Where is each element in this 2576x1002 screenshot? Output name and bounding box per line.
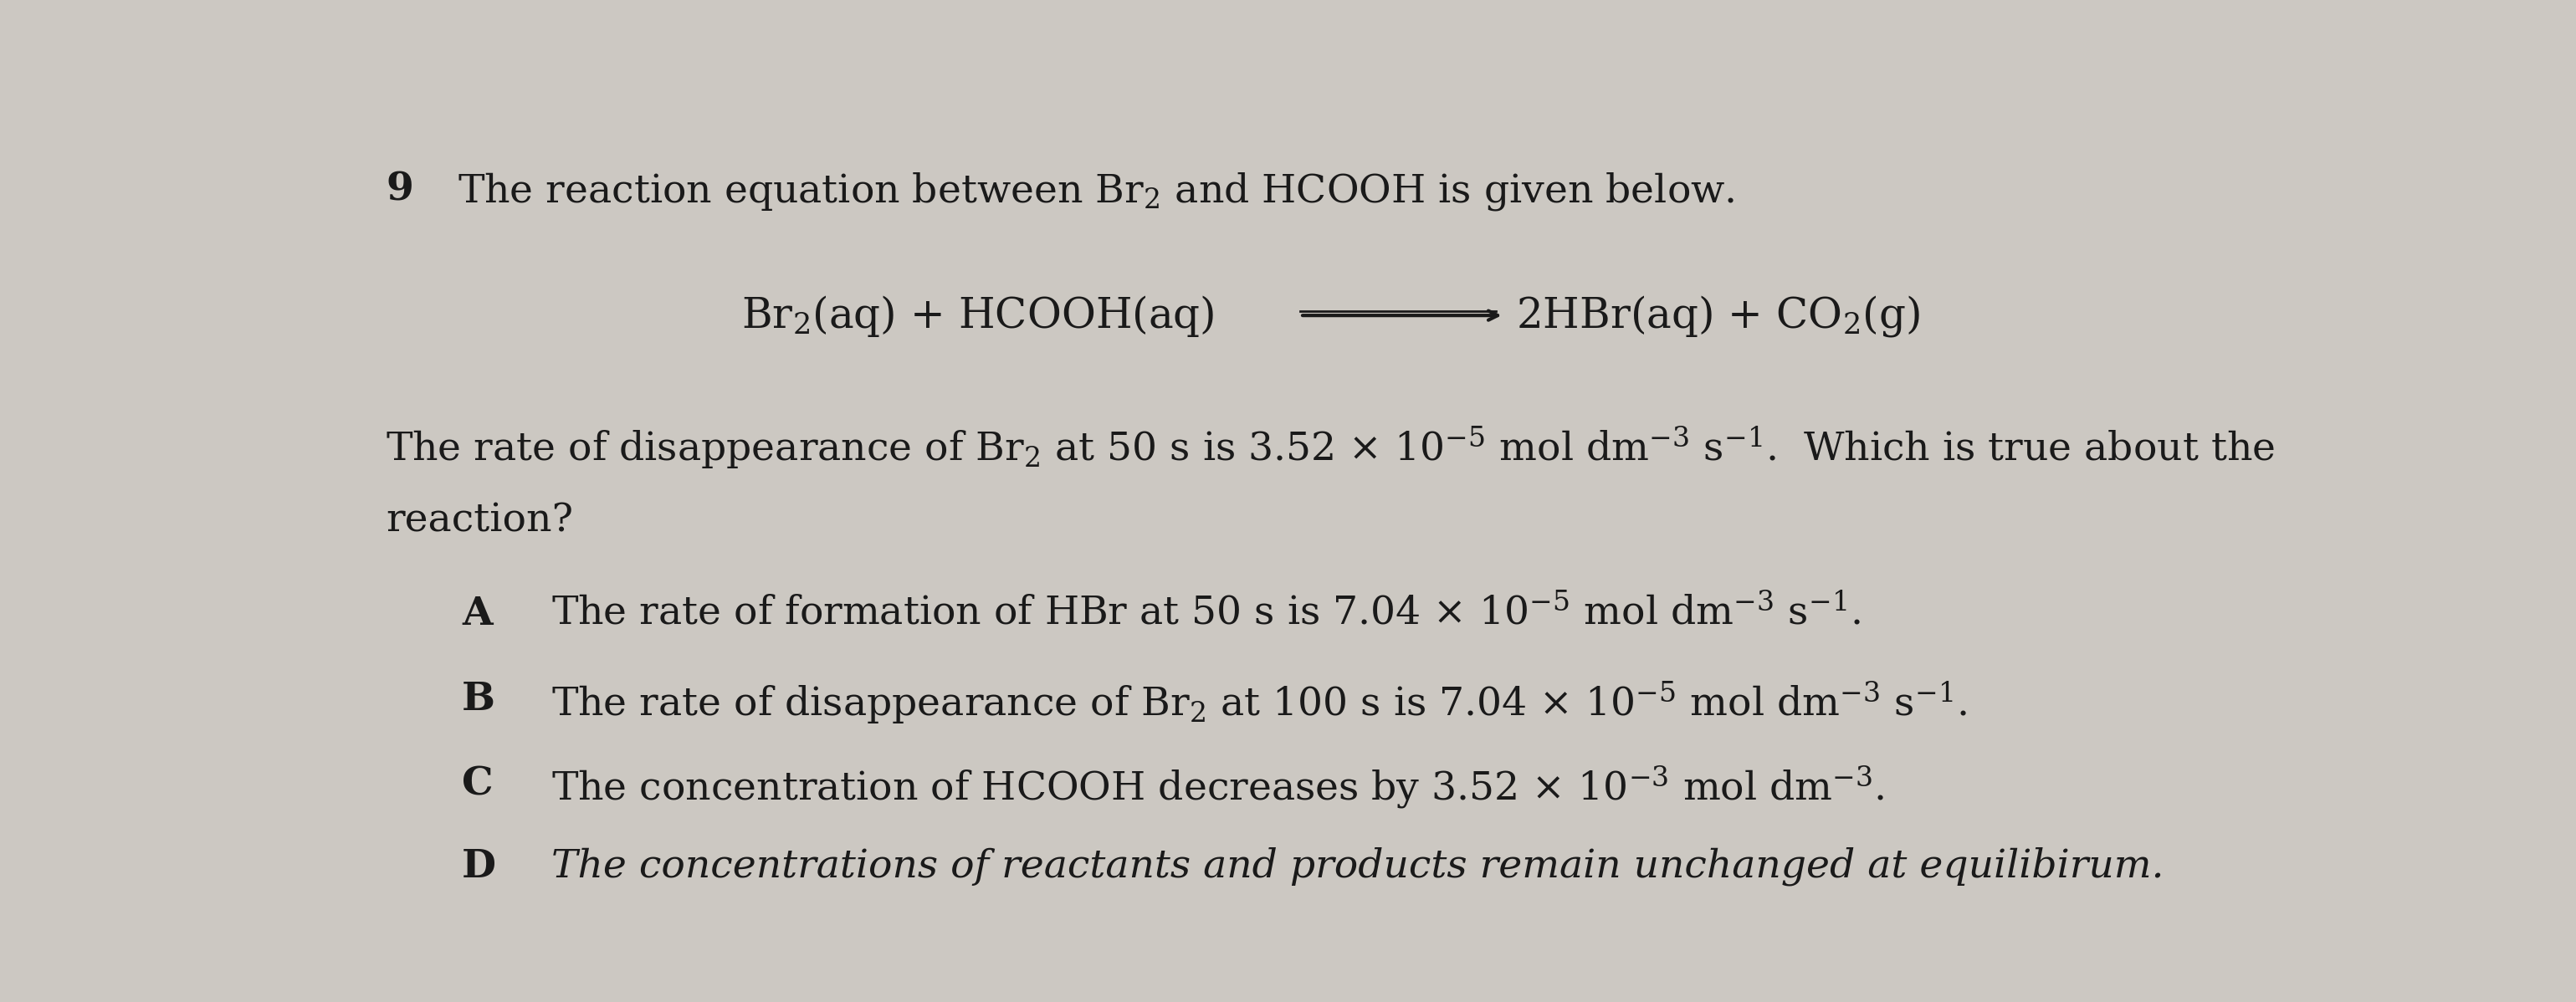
Text: The rate of disappearance of $\mathregular{Br_2}$ at 50 s is 3.52 × $\mathregula: The rate of disappearance of $\mathregul… — [386, 425, 2275, 472]
Text: 2HBr(aq) + $\mathregular{CO_2}$(g): 2HBr(aq) + $\mathregular{CO_2}$(g) — [1515, 294, 1919, 339]
Text: The concentrations of reactants and products remain unchanged at equilibirum.: The concentrations of reactants and prod… — [551, 847, 2164, 886]
Text: The reaction equation between $\mathregular{Br_2}$ and HCOOH is given below.: The reaction equation between $\mathregu… — [459, 170, 1734, 212]
Text: The concentration of HCOOH decreases by 3.52 × $\mathregular{10^{-3}}$ mol dm$\m: The concentration of HCOOH decreases by … — [551, 765, 1886, 812]
Text: $\mathregular{Br_2}$(aq) + HCOOH(aq): $\mathregular{Br_2}$(aq) + HCOOH(aq) — [742, 294, 1213, 339]
Text: C: C — [461, 765, 492, 803]
Text: The rate of formation of HBr at 50 s is 7.04 × $\mathregular{10^{-5}}$ mol dm$\m: The rate of formation of HBr at 50 s is … — [551, 595, 1860, 633]
Text: 9: 9 — [386, 170, 412, 208]
Text: The rate of disappearance of $\mathregular{Br_2}$ at 100 s is 7.04 × $\mathregul: The rate of disappearance of $\mathregul… — [551, 679, 1968, 726]
Text: D: D — [461, 847, 497, 886]
Text: reaction?: reaction? — [386, 502, 574, 540]
Text: A: A — [461, 595, 492, 633]
Text: B: B — [461, 679, 495, 718]
